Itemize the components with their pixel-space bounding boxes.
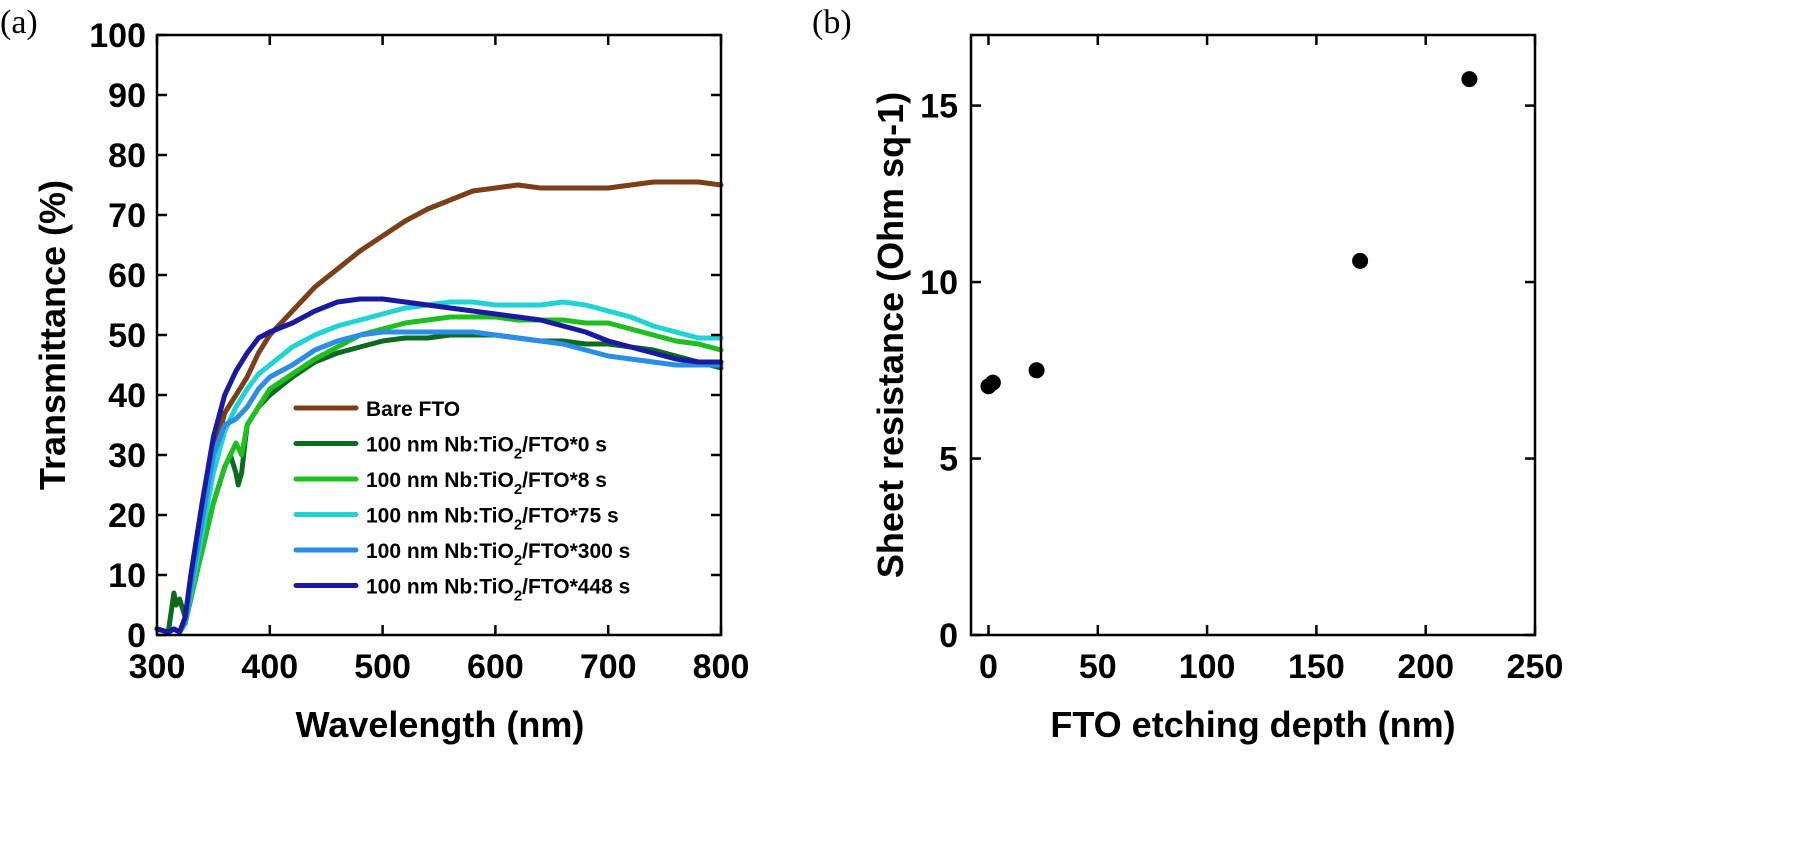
panel-a-y-tick-label-3: 30 — [108, 437, 146, 475]
panel-a-legend-label-prefix-1: 100 nm Nb:TiO — [366, 434, 514, 457]
panel-b-x-tick-label-1: 50 — [1079, 648, 1117, 686]
panel-a-ticks — [155, 33, 723, 637]
panel-a-y-tick-label-8: 80 — [108, 137, 146, 175]
panel-a-x-tick-label-1: 400 — [241, 648, 298, 686]
panel-b-label: (b) — [812, 4, 852, 41]
panel-a-legend-label-suffix-2: /FTO*8 s — [522, 469, 607, 492]
panel-a-legend-label-2: 100 nm Nb:TiO2/FTO*8 s — [366, 469, 607, 498]
panel-a-series-group — [154, 179, 724, 635]
panel-a-legend-label-prefix-2: 100 nm Nb:TiO — [366, 469, 514, 492]
panel-a-legend-label-suffix-4: /FTO*300 s — [522, 540, 630, 563]
panel-a-x-tick-label-0: 300 — [129, 648, 186, 686]
panel-b-x-tick-label-2: 100 — [1179, 648, 1236, 686]
panel-b-y-tick-label-1: 5 — [939, 441, 958, 479]
panel-b-y-tick-label-0: 0 — [939, 617, 958, 655]
panel-b-x-tick-label-0: 0 — [979, 648, 998, 686]
panel-b-x-tick-labels: 0 50 100 150 200 250 — [979, 648, 1563, 686]
panel-a: (a) 300 400 500 600 700 800 0 10 20 30 40 50 60 70 80… — [0, 4, 749, 745]
panel-b-y-tick-labels: 0 5 10 15 — [920, 88, 958, 655]
panel-a-x-tick-labels: 300 400 500 600 700 800 — [129, 648, 750, 686]
panel-a-legend-label-sub-1: 2 — [514, 446, 522, 463]
panel-a-legend-label-1: 100 nm Nb:TiO2/FTO*0 s — [366, 434, 607, 463]
panel-b-x-axis-title: FTO etching depth (nm) — [1050, 704, 1455, 745]
panel-b-points — [980, 71, 1478, 395]
panel-b-ticks — [971, 35, 1537, 637]
panel-a-x-axis-title: Wavelength (nm) — [296, 704, 585, 745]
panel-a-y-tick-label-9: 90 — [108, 77, 146, 115]
panel-b-x-tick-label-5: 250 — [1507, 648, 1564, 686]
panel-b-point-0-4 — [1461, 71, 1478, 88]
panel-a-y-tick-labels: 0 10 20 30 40 50 60 70 80 90 100 — [89, 17, 146, 655]
panel-b-point-0-1 — [984, 374, 1001, 391]
panel-a-legend-label-suffix-1: /FTO*0 s — [522, 434, 607, 457]
panel-a-legend-label-sub-5: 2 — [514, 588, 522, 605]
panel-a-y-tick-label-2: 20 — [108, 497, 146, 535]
panel-a-y-axis-title: Transmittance (%) — [32, 180, 73, 490]
panel-a-x-tick-label-5: 800 — [693, 648, 750, 686]
panel-b-plot-frame — [969, 33, 1537, 637]
panel-a-legend-label-prefix-4: 100 nm Nb:TiO — [366, 540, 514, 563]
panel-a-legend-label-suffix-5: /FTO*448 s — [522, 576, 630, 599]
panel-b-x-tick-label-3: 150 — [1288, 648, 1345, 686]
panel-a-y-tick-label-10: 100 — [89, 17, 146, 55]
panel-b-x-tick-label-4: 200 — [1397, 648, 1454, 686]
panel-b-point-0-2 — [1028, 362, 1045, 379]
panel-b-y-tick-label-2: 10 — [920, 264, 958, 302]
panel-a-legend-label-sub-3: 2 — [514, 517, 522, 534]
panel-a-legend-label-sub-2: 2 — [514, 481, 522, 498]
panel-a-x-tick-label-3: 600 — [467, 648, 524, 686]
panel-a-y-tick-label-7: 70 — [108, 197, 146, 235]
panel-a-legend-label-3: 100 nm Nb:TiO2/FTO*75 s — [366, 505, 619, 534]
panel-b-point-0-3 — [1352, 252, 1369, 269]
panel-a-legend-label-prefix-5: 100 nm Nb:TiO — [366, 576, 514, 599]
panel-a-x-tick-label-2: 500 — [354, 648, 411, 686]
panel-a-label: (a) — [0, 4, 38, 41]
panel-b-y-axis-title: Sheet resistance (Ohm sq-1) — [870, 92, 911, 578]
panel-a-legend-label-4: 100 nm Nb:TiO2/FTO*300 s — [366, 540, 630, 569]
panel-a-series-line-5 — [154, 296, 724, 635]
panel-a-legend-label-prefix-0: Bare FTO — [366, 398, 460, 421]
panel-a-y-tick-label-4: 40 — [108, 377, 146, 415]
panel-a-x-tick-label-4: 700 — [580, 648, 637, 686]
panel-a-legend-label-5: 100 nm Nb:TiO2/FTO*448 s — [366, 576, 630, 605]
panel-a-y-tick-label-0: 0 — [127, 617, 146, 655]
panel-b-y-tick-label-3: 15 — [920, 88, 958, 126]
panel-a-legend-label-prefix-3: 100 nm Nb:TiO — [366, 505, 514, 528]
panel-a-legend-label-sub-4: 2 — [514, 552, 522, 569]
panel-a-legend-label-suffix-3: /FTO*75 s — [522, 505, 619, 528]
panel-b: (b) 0 50 100 150 200 250 0 5 10 15 FTO etching d… — [812, 4, 1563, 745]
panel-a-y-tick-label-1: 10 — [108, 557, 146, 595]
panel-a-y-tick-label-5: 50 — [108, 317, 146, 355]
panel-a-y-tick-label-6: 60 — [108, 257, 146, 295]
panel-a-legend-label-0: Bare FTO — [366, 398, 460, 421]
